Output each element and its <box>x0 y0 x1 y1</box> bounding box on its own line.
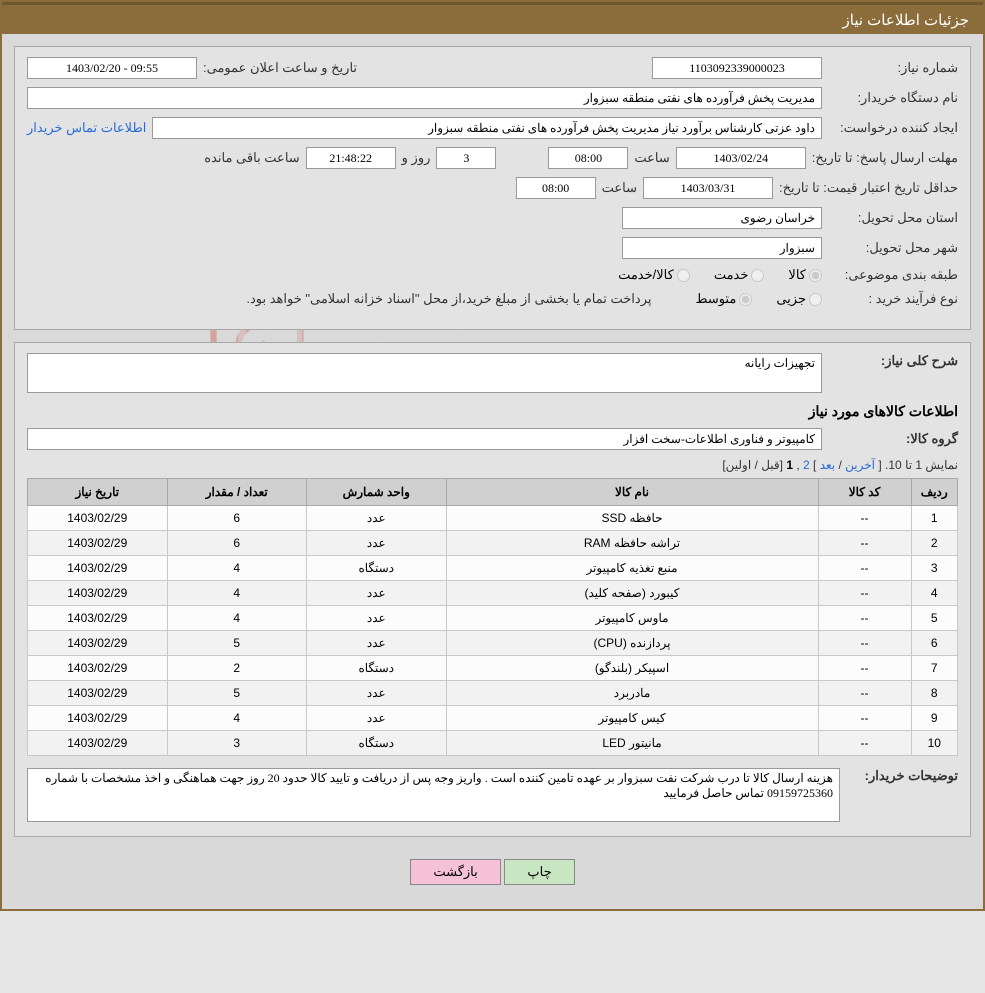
validity-date-field <box>643 177 773 199</box>
goods-title: اطلاعات کالاهای مورد نیاز <box>27 403 958 420</box>
deadline-time-field <box>548 147 628 169</box>
time-label-1: ساعت <box>634 150 669 166</box>
pager-last[interactable]: آخرین <box>845 458 875 472</box>
table-row: 6--پردازنده (CPU)عدد51403/02/29 <box>28 631 958 656</box>
clock-field <box>306 147 396 169</box>
button-bar: چاپ بازگشت <box>14 849 971 897</box>
city-field <box>622 237 822 259</box>
col-header: واحد شمارش <box>307 479 447 506</box>
col-header: تعداد / مقدار <box>167 479 307 506</box>
col-header: نام کالا <box>446 479 818 506</box>
goods-panel: شرح کلی نیاز: اطلاعات کالاهای مورد نیاز … <box>14 342 971 837</box>
validity-label: حداقل تاریخ اعتبار قیمت: تا تاریخ: <box>779 180 958 196</box>
province-field <box>622 207 822 229</box>
pager-next[interactable]: بعد <box>820 458 835 472</box>
radio-goods[interactable]: کالا <box>788 267 822 283</box>
procure-label: نوع فرآیند خرید : <box>828 291 958 307</box>
col-header: تاریخ نیاز <box>28 479 168 506</box>
city-label: شهر محل تحویل: <box>828 240 958 256</box>
group-label: گروه کالا: <box>828 431 958 447</box>
buyer-org-field <box>27 87 822 109</box>
category-label: طبقه بندی موضوعی: <box>828 267 958 283</box>
table-row: 8--مادربردعدد51403/02/29 <box>28 681 958 706</box>
back-button[interactable]: بازگشت <box>410 859 500 885</box>
buyer-org-label: نام دستگاه خریدار: <box>828 90 958 106</box>
page-header: جزئیات اطلاعات نیاز <box>2 2 983 34</box>
notes-label: توضیحات خریدار: <box>848 768 958 784</box>
print-button[interactable]: چاپ <box>504 859 574 885</box>
announce-field <box>27 57 197 79</box>
group-field <box>27 428 822 450</box>
radio-medium[interactable]: متوسط <box>695 291 752 307</box>
table-row: 3--منبع تغذیه کامپیوتردستگاه41403/02/29 <box>28 556 958 581</box>
info-panel: شماره نیاز: تاریخ و ساعت اعلان عمومی: نا… <box>14 46 971 330</box>
remain-label: ساعت باقی مانده <box>204 150 299 166</box>
requester-label: ایجاد کننده درخواست: <box>828 120 958 136</box>
requester-field <box>152 117 822 139</box>
announce-label: تاریخ و ساعت اعلان عمومی: <box>203 60 357 76</box>
time-label-2: ساعت <box>602 180 637 196</box>
table-row: 9--کیس کامپیوترعدد41403/02/29 <box>28 706 958 731</box>
pager-p2[interactable]: 2 <box>803 458 810 472</box>
validity-time-field <box>516 177 596 199</box>
deadline-label: مهلت ارسال پاسخ: تا تاریخ: <box>812 150 958 166</box>
table-row: 1--حافظه SSDعدد61403/02/29 <box>28 506 958 531</box>
pager-p1: 1 <box>786 458 793 472</box>
radio-both[interactable]: کالا/خدمت <box>618 267 690 283</box>
notes-field <box>27 768 840 822</box>
page-title: جزئیات اطلاعات نیاز <box>843 12 970 29</box>
col-header: کد کالا <box>818 479 911 506</box>
goods-table: ردیفکد کالانام کالاواحد شمارشتعداد / مقد… <box>27 478 958 756</box>
table-row: 2--تراشه حافظه RAMعدد61403/02/29 <box>28 531 958 556</box>
col-header: ردیف <box>911 479 958 506</box>
table-row: 7--اسپیکر (بلندگو)دستگاه21403/02/29 <box>28 656 958 681</box>
pager: نمایش 1 تا 10. [ آخرین / بعد ] 2 , 1 [قب… <box>27 458 958 472</box>
contact-link[interactable]: اطلاعات تماس خریدار <box>27 120 146 136</box>
need-no-field <box>652 57 822 79</box>
need-no-label: شماره نیاز: <box>828 60 958 76</box>
radio-service[interactable]: خدمت <box>714 267 765 283</box>
table-row: 5--ماوس کامپیوترعدد41403/02/29 <box>28 606 958 631</box>
radio-minor[interactable]: جزیی <box>776 291 822 307</box>
province-label: استان محل تحویل: <box>828 210 958 226</box>
table-row: 4--کیبورد (صفحه کلید)عدد41403/02/29 <box>28 581 958 606</box>
desc-label: شرح کلی نیاز: <box>828 353 958 369</box>
days-remain-field <box>436 147 496 169</box>
days-label: روز و <box>402 150 431 166</box>
procure-note: پرداخت تمام یا بخشی از مبلغ خرید،از محل … <box>246 291 651 307</box>
deadline-date-field <box>676 147 806 169</box>
table-row: 10--مانیتور LEDدستگاه31403/02/29 <box>28 731 958 756</box>
desc-field <box>27 353 822 393</box>
